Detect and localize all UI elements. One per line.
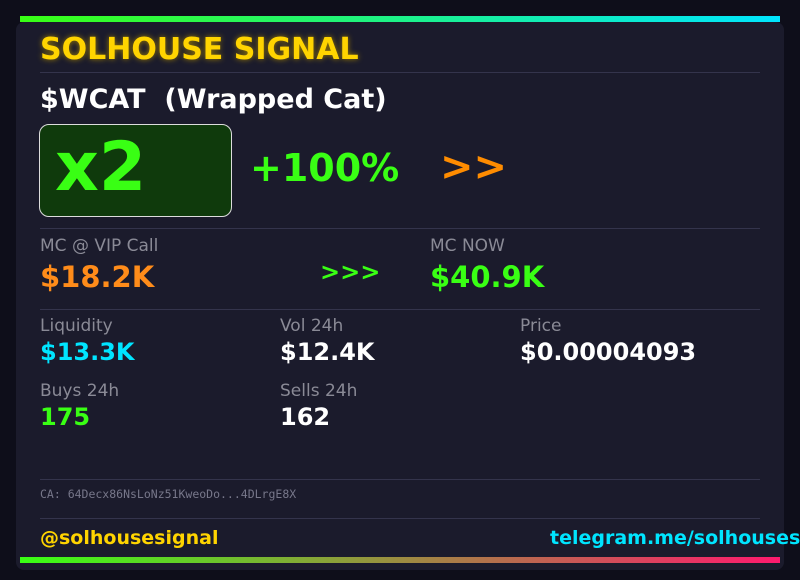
arrow: >> — [440, 144, 508, 190]
top-bar — [20, 16, 780, 22]
value: $13.3K — [40, 338, 135, 366]
token: $WCAT (Wrapped Cat) — [40, 84, 387, 115]
card — [16, 22, 784, 570]
title: SOLHOUSE SIGNAL — [40, 32, 359, 67]
value: 162 — [280, 403, 331, 431]
label: Buys 24h — [40, 381, 120, 401]
token-name: (Wrapped Cat) — [164, 84, 387, 115]
divider — [40, 309, 760, 310]
link[interactable]: telegram.me/solhousesignal — [550, 527, 800, 549]
label: Vol 24h — [280, 316, 344, 336]
label: Sells 24h — [280, 381, 358, 401]
ticker: $WCAT — [40, 84, 146, 115]
badge — [39, 124, 232, 217]
handle: @solhousesignal — [40, 527, 219, 549]
value: $18.2K — [40, 260, 155, 294]
value: $0.00004093 — [520, 338, 697, 366]
divider — [40, 518, 760, 519]
label: Price — [520, 316, 562, 336]
bottom-bar — [20, 557, 780, 563]
label: MC @ VIP Call — [40, 236, 159, 256]
contract: CA: 64Decx86NsLoNz51KweoDo...4DLrgE8X — [40, 487, 297, 501]
arrow: >>> — [320, 258, 381, 286]
divider — [40, 228, 760, 229]
divider — [40, 479, 760, 480]
label: MC NOW — [430, 236, 505, 256]
value: $12.4K — [280, 338, 375, 366]
value: $40.9K — [430, 260, 545, 294]
divider — [40, 72, 760, 73]
label: Liquidity — [40, 316, 113, 336]
change: +100% — [250, 146, 400, 190]
value: 175 — [40, 403, 91, 431]
badge-text: x2 — [55, 128, 147, 207]
